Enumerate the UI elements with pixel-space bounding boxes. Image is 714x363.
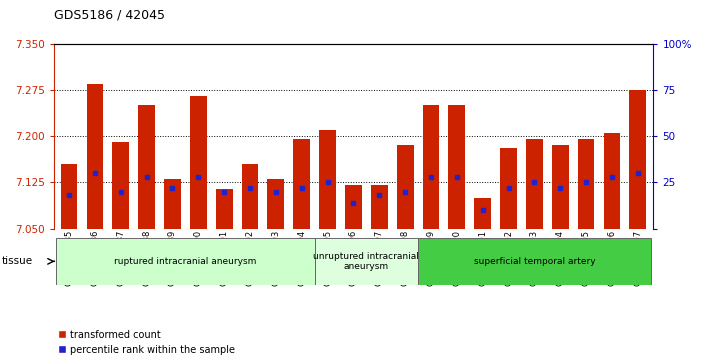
Text: ruptured intracranial aneurysm: ruptured intracranial aneurysm [114, 257, 256, 266]
Legend: transformed count, percentile rank within the sample: transformed count, percentile rank withi… [59, 330, 235, 355]
Bar [268, 179, 284, 229]
Bar [216, 188, 233, 229]
Bar [371, 185, 388, 229]
Text: unruptured intracranial
aneurysm: unruptured intracranial aneurysm [313, 252, 419, 271]
Bar [423, 105, 439, 229]
FancyBboxPatch shape [56, 238, 315, 285]
Bar [86, 83, 104, 229]
Bar [630, 90, 646, 229]
Bar [552, 145, 568, 229]
Bar [293, 139, 310, 229]
Bar [139, 105, 155, 229]
Bar [500, 148, 517, 229]
FancyBboxPatch shape [418, 238, 650, 285]
FancyBboxPatch shape [315, 238, 418, 285]
Text: GDS5186 / 42045: GDS5186 / 42045 [54, 9, 164, 22]
Bar [397, 145, 413, 229]
Bar [112, 142, 129, 229]
Bar [603, 133, 620, 229]
Bar [345, 185, 362, 229]
Bar [190, 96, 207, 229]
Bar [578, 139, 595, 229]
Bar [241, 164, 258, 229]
Text: superficial temporal artery: superficial temporal artery [473, 257, 595, 266]
Bar [448, 105, 466, 229]
Bar [526, 139, 543, 229]
Bar [61, 164, 77, 229]
Bar [474, 198, 491, 229]
Bar [319, 130, 336, 229]
Bar [164, 179, 181, 229]
Text: tissue: tissue [1, 256, 33, 266]
